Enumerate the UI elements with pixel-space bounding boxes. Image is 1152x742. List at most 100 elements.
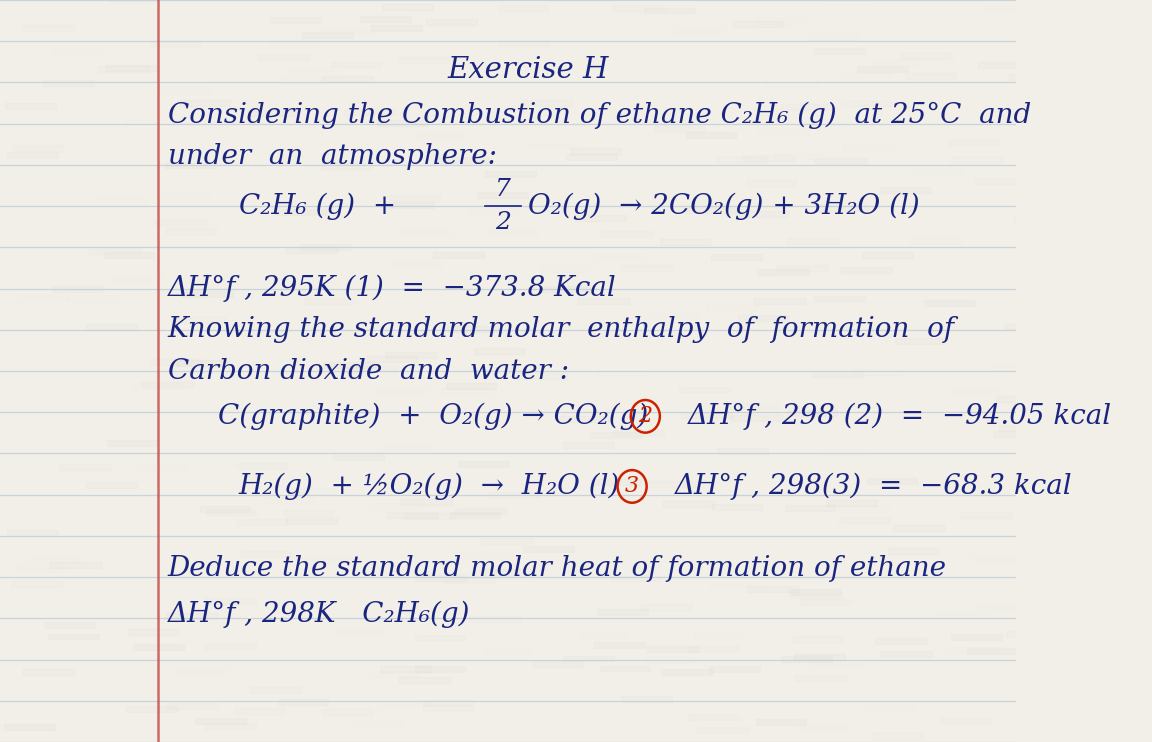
- Bar: [566, 154, 617, 160]
- Bar: [879, 188, 931, 194]
- Bar: [154, 220, 205, 226]
- Bar: [199, 506, 250, 512]
- Bar: [344, 110, 395, 116]
- Bar: [1007, 631, 1058, 637]
- Bar: [593, 254, 644, 260]
- Bar: [621, 695, 673, 701]
- Bar: [23, 24, 74, 30]
- Bar: [529, 410, 579, 416]
- Bar: [660, 239, 711, 245]
- Bar: [176, 360, 227, 366]
- Bar: [461, 552, 513, 558]
- Bar: [50, 562, 100, 568]
- Bar: [664, 502, 714, 508]
- Bar: [184, 63, 235, 69]
- Bar: [680, 387, 730, 393]
- Bar: [575, 215, 626, 221]
- Bar: [415, 666, 465, 672]
- Bar: [529, 142, 579, 148]
- Text: Considering the Combustion of ethane C₂H₆ (g)  at 25°C  and: Considering the Combustion of ethane C₂H…: [168, 102, 1031, 129]
- Bar: [737, 315, 788, 321]
- Bar: [674, 27, 725, 33]
- Bar: [377, 387, 427, 393]
- Bar: [820, 0, 871, 1]
- Bar: [568, 510, 619, 516]
- Text: 2: 2: [638, 405, 652, 427]
- Bar: [654, 125, 705, 131]
- Bar: [795, 674, 847, 680]
- Bar: [167, 703, 218, 709]
- Bar: [366, 355, 417, 361]
- Bar: [271, 17, 321, 23]
- Bar: [56, 606, 107, 612]
- Bar: [866, 478, 917, 484]
- Bar: [371, 25, 422, 31]
- Bar: [816, 158, 866, 164]
- Bar: [1008, 74, 1060, 80]
- Bar: [840, 71, 890, 77]
- Bar: [333, 455, 384, 461]
- Bar: [157, 651, 207, 657]
- Bar: [236, 463, 287, 469]
- Bar: [53, 286, 104, 292]
- Bar: [558, 416, 609, 422]
- Bar: [681, 412, 732, 418]
- Bar: [712, 505, 763, 510]
- Bar: [644, 7, 695, 13]
- Bar: [710, 582, 760, 588]
- Bar: [787, 410, 838, 416]
- Bar: [205, 598, 256, 604]
- Bar: [150, 42, 200, 47]
- Bar: [865, 704, 916, 710]
- Bar: [841, 100, 892, 106]
- Bar: [621, 265, 672, 271]
- Bar: [947, 647, 998, 653]
- Bar: [952, 157, 1002, 163]
- Text: ΔH°f , 295K (1)  =  −373.8 Kcal: ΔH°f , 295K (1) = −373.8 Kcal: [168, 275, 616, 302]
- Bar: [346, 366, 397, 372]
- Bar: [843, 145, 894, 151]
- Bar: [685, 131, 736, 137]
- Text: Deduce the standard molar heat of formation of ethane: Deduce the standard molar heat of format…: [168, 555, 947, 582]
- Bar: [361, 16, 411, 22]
- Bar: [441, 388, 492, 394]
- Bar: [137, 465, 188, 471]
- Bar: [438, 157, 490, 162]
- Bar: [278, 698, 328, 704]
- Text: 2: 2: [495, 211, 511, 234]
- Bar: [785, 505, 835, 511]
- Bar: [986, 5, 1037, 11]
- Bar: [524, 504, 575, 510]
- Text: O₂(g)  → 2CO₂(g) + 3H₂O (l): O₂(g) → 2CO₂(g) + 3H₂O (l): [529, 192, 920, 220]
- Bar: [5, 723, 55, 729]
- Bar: [473, 348, 524, 354]
- Bar: [468, 208, 520, 214]
- Bar: [23, 669, 74, 675]
- Text: ΔH°f , 298 (2)  =  −94.05 kcal: ΔH°f , 298 (2) = −94.05 kcal: [688, 403, 1112, 430]
- Bar: [166, 162, 217, 168]
- Bar: [781, 656, 832, 662]
- Bar: [151, 359, 202, 365]
- Bar: [180, 100, 230, 106]
- Bar: [873, 59, 924, 65]
- Bar: [539, 286, 590, 292]
- Bar: [996, 395, 1047, 401]
- Bar: [158, 191, 209, 197]
- Bar: [449, 512, 500, 518]
- Bar: [811, 662, 862, 668]
- Bar: [838, 506, 889, 512]
- Bar: [258, 54, 309, 60]
- Bar: [86, 482, 137, 488]
- Bar: [857, 66, 908, 72]
- Bar: [68, 295, 119, 301]
- Bar: [646, 312, 698, 318]
- Bar: [755, 298, 805, 303]
- Bar: [331, 62, 381, 68]
- Bar: [113, 450, 165, 456]
- Text: C(graphite)  +  O₂(g) → CO₂(g): C(graphite) + O₂(g) → CO₂(g): [219, 403, 649, 430]
- Bar: [594, 642, 645, 648]
- Bar: [863, 252, 914, 257]
- Bar: [128, 629, 179, 635]
- Bar: [894, 525, 945, 531]
- Bar: [206, 509, 257, 515]
